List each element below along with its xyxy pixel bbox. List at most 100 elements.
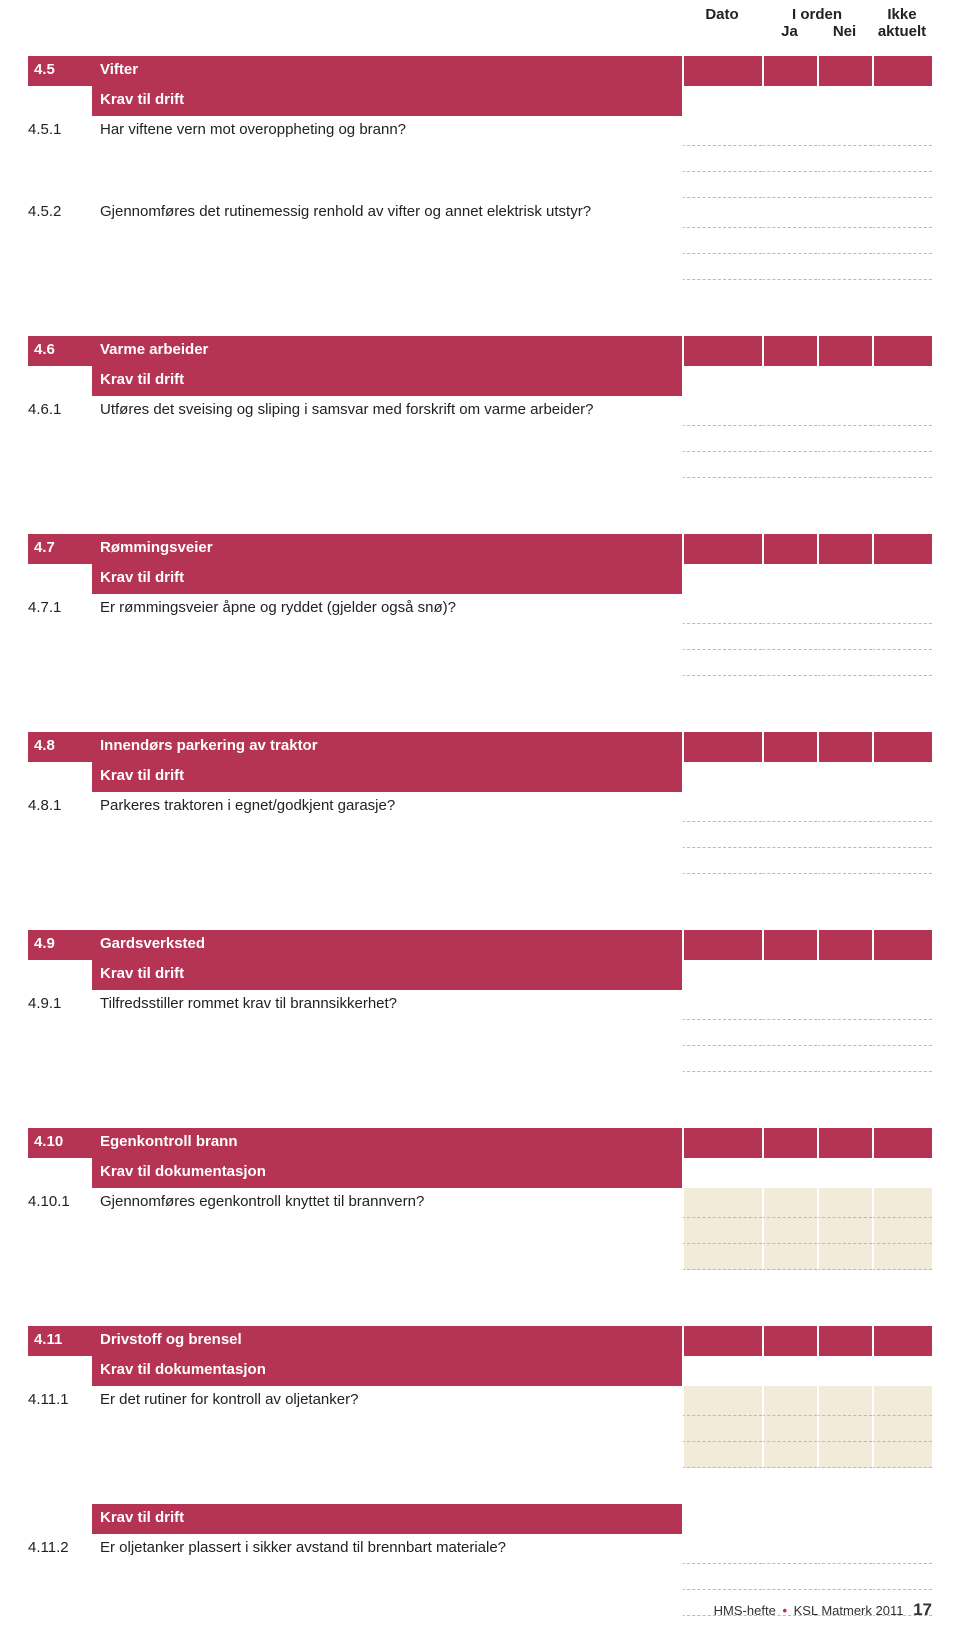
cell-ja[interactable] [762,1416,817,1442]
cell-nei[interactable] [817,1128,872,1158]
cell-dato[interactable] [682,1128,762,1158]
cell-dato[interactable] [682,1504,762,1534]
cell-nei[interactable] [817,1188,872,1218]
cell-ja[interactable] [762,762,817,792]
cell-ja[interactable] [762,336,817,366]
cell-ikke[interactable] [872,172,932,198]
cell-nei[interactable] [817,366,872,396]
cell-dato[interactable] [682,564,762,594]
cell-dato[interactable] [682,732,762,762]
cell-nei[interactable] [817,762,872,792]
cell-dato[interactable] [682,1188,762,1218]
cell-ja[interactable] [762,1504,817,1534]
cell-ikke[interactable] [872,1244,932,1270]
cell-dato[interactable] [682,1020,762,1046]
cell-nei[interactable] [817,86,872,116]
cell-ikke[interactable] [872,1326,932,1356]
cell-dato[interactable] [682,146,762,172]
cell-ja[interactable] [762,792,817,822]
cell-ikke[interactable] [872,1046,932,1072]
cell-ja[interactable] [762,594,817,624]
cell-dato[interactable] [682,1244,762,1270]
cell-ikke[interactable] [872,990,932,1020]
cell-ja[interactable] [762,396,817,426]
cell-dato[interactable] [682,1218,762,1244]
cell-dato[interactable] [682,336,762,366]
cell-ja[interactable] [762,1356,817,1386]
cell-nei[interactable] [817,198,872,228]
cell-ja[interactable] [762,426,817,452]
cell-ikke[interactable] [872,732,932,762]
cell-nei[interactable] [817,336,872,366]
cell-dato[interactable] [682,650,762,676]
cell-ja[interactable] [762,172,817,198]
cell-ikke[interactable] [872,116,932,146]
cell-ja[interactable] [762,624,817,650]
cell-ja[interactable] [762,822,817,848]
cell-ja[interactable] [762,534,817,564]
cell-ikke[interactable] [872,960,932,990]
cell-nei[interactable] [817,116,872,146]
cell-dato[interactable] [682,56,762,86]
cell-dato[interactable] [682,1534,762,1564]
cell-nei[interactable] [817,396,872,426]
cell-ja[interactable] [762,86,817,116]
cell-dato[interactable] [682,960,762,990]
cell-ikke[interactable] [872,396,932,426]
cell-ja[interactable] [762,990,817,1020]
cell-ikke[interactable] [872,228,932,254]
cell-dato[interactable] [682,762,762,792]
cell-ikke[interactable] [872,1534,932,1564]
cell-ja[interactable] [762,1326,817,1356]
cell-ja[interactable] [762,1442,817,1468]
cell-ikke[interactable] [872,56,932,86]
cell-ikke[interactable] [872,650,932,676]
cell-dato[interactable] [682,366,762,396]
cell-ja[interactable] [762,1046,817,1072]
cell-ikke[interactable] [872,1020,932,1046]
cell-nei[interactable] [817,1158,872,1188]
cell-nei[interactable] [817,146,872,172]
cell-ikke[interactable] [872,1218,932,1244]
cell-ikke[interactable] [872,762,932,792]
cell-ikke[interactable] [872,848,932,874]
cell-ja[interactable] [762,848,817,874]
cell-dato[interactable] [682,930,762,960]
cell-ja[interactable] [762,650,817,676]
cell-nei[interactable] [817,1244,872,1270]
cell-ikke[interactable] [872,624,932,650]
cell-ja[interactable] [762,146,817,172]
cell-nei[interactable] [817,1416,872,1442]
cell-dato[interactable] [682,86,762,116]
cell-nei[interactable] [817,960,872,990]
cell-ja[interactable] [762,1244,817,1270]
cell-nei[interactable] [817,930,872,960]
cell-dato[interactable] [682,1326,762,1356]
cell-ja[interactable] [762,1386,817,1416]
cell-nei[interactable] [817,1442,872,1468]
cell-dato[interactable] [682,624,762,650]
cell-dato[interactable] [682,990,762,1020]
cell-ikke[interactable] [872,1128,932,1158]
cell-dato[interactable] [682,254,762,280]
cell-nei[interactable] [817,848,872,874]
cell-dato[interactable] [682,116,762,146]
cell-nei[interactable] [817,1356,872,1386]
cell-ikke[interactable] [872,594,932,624]
cell-ikke[interactable] [872,1188,932,1218]
cell-dato[interactable] [682,1386,762,1416]
cell-nei[interactable] [817,56,872,86]
cell-dato[interactable] [682,534,762,564]
cell-nei[interactable] [817,650,872,676]
cell-nei[interactable] [817,1504,872,1534]
cell-ikke[interactable] [872,452,932,478]
cell-ja[interactable] [762,366,817,396]
cell-ikke[interactable] [872,146,932,172]
cell-ja[interactable] [762,732,817,762]
cell-ja[interactable] [762,116,817,146]
cell-dato[interactable] [682,172,762,198]
cell-ikke[interactable] [872,366,932,396]
cell-nei[interactable] [817,1046,872,1072]
cell-ja[interactable] [762,1218,817,1244]
cell-dato[interactable] [682,1416,762,1442]
